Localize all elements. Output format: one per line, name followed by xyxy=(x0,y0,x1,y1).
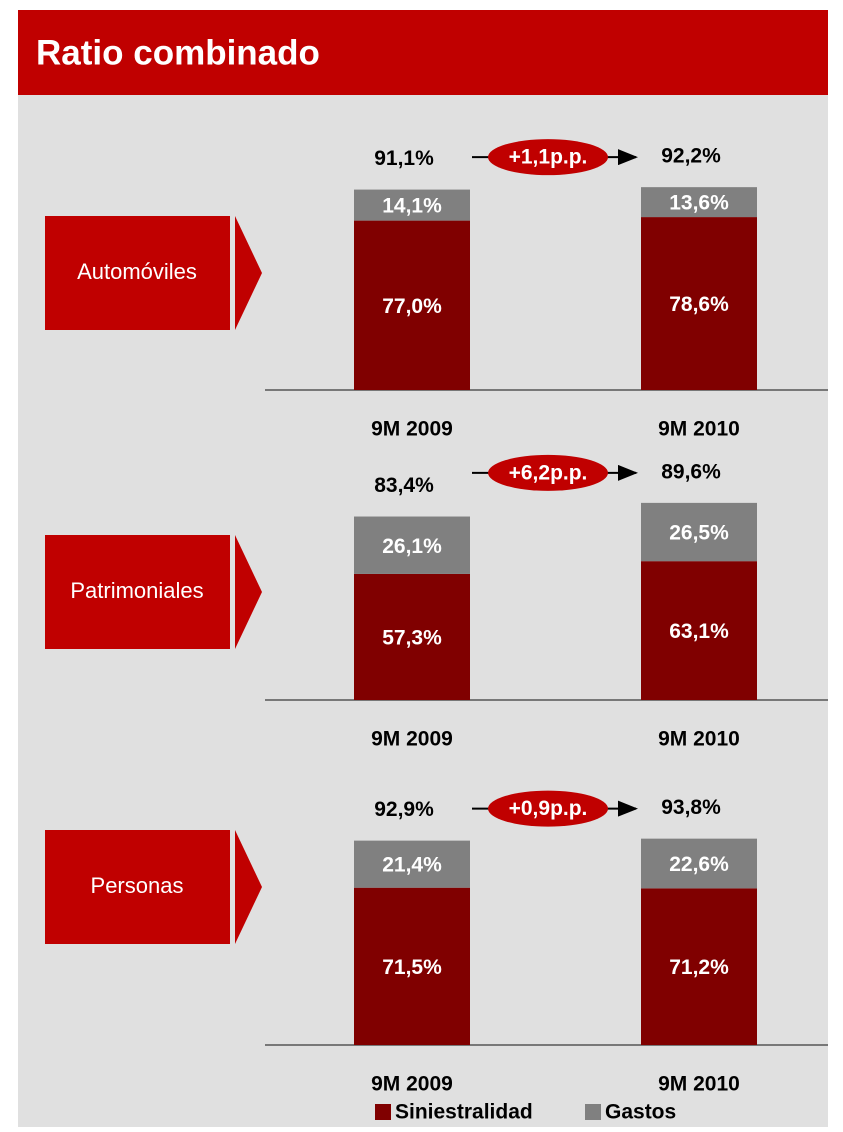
change-label: +1,1p.p. xyxy=(509,146,588,169)
bar-segment xyxy=(354,887,470,1045)
legend-label: Siniestralidad xyxy=(395,1101,533,1124)
chevron xyxy=(235,830,262,944)
chart-title: Ratio combinado xyxy=(36,33,320,72)
panel-box xyxy=(45,830,230,944)
total-label: 83,4% xyxy=(374,474,434,497)
data-label: 77,0% xyxy=(382,295,442,318)
x-tick-label: 9M 2009 xyxy=(371,728,453,751)
total-label: 91,1% xyxy=(374,147,434,170)
data-label: 71,2% xyxy=(669,956,729,979)
legend-label: Gastos xyxy=(605,1101,676,1124)
panel-label: Patrimoniales xyxy=(70,578,203,603)
bar-segment xyxy=(641,217,757,390)
total-label: 92,9% xyxy=(374,798,434,821)
x-tick-label: 9M 2010 xyxy=(658,728,740,751)
data-label: 21,4% xyxy=(382,854,442,877)
chevron xyxy=(235,216,262,330)
data-label: 26,5% xyxy=(669,522,729,545)
panel-label: Personas xyxy=(91,873,184,898)
change-badge xyxy=(488,454,608,491)
bar-segment xyxy=(354,573,470,700)
data-label: 22,6% xyxy=(669,853,729,876)
data-label: 26,1% xyxy=(382,535,442,558)
bar-segment xyxy=(354,516,470,574)
total-label: 93,8% xyxy=(661,796,721,819)
x-tick-label: 9M 2009 xyxy=(371,1073,453,1096)
x-tick-label: 9M 2010 xyxy=(658,418,740,441)
data-label: 71,5% xyxy=(382,956,442,979)
change-label: +0,9p.p. xyxy=(509,797,588,820)
data-label: 14,1% xyxy=(382,195,442,218)
bar-segment xyxy=(354,840,470,888)
data-label: 57,3% xyxy=(382,627,442,650)
panel-box xyxy=(45,216,230,330)
bar-segment xyxy=(641,187,757,218)
x-tick-label: 9M 2009 xyxy=(371,418,453,441)
bar-segment xyxy=(354,220,470,390)
change-label: +6,2p.p. xyxy=(509,461,588,484)
bar-segment xyxy=(641,888,757,1045)
bar-segment xyxy=(354,189,470,221)
x-tick-label: 9M 2010 xyxy=(658,1073,740,1096)
chevron xyxy=(235,535,262,649)
data-label: 63,1% xyxy=(669,620,729,643)
total-label: 89,6% xyxy=(661,460,721,483)
change-badge xyxy=(488,139,608,176)
bar-segment xyxy=(641,561,757,700)
bar-segment xyxy=(641,838,757,889)
change-badge xyxy=(488,790,608,827)
data-label: 78,6% xyxy=(669,293,729,316)
header xyxy=(18,10,828,95)
panel-box xyxy=(45,535,230,649)
data-label: 13,6% xyxy=(669,192,729,215)
legend-swatch xyxy=(585,1104,601,1120)
total-label: 92,2% xyxy=(661,145,721,168)
bar-segment xyxy=(641,502,757,562)
legend-swatch xyxy=(375,1104,391,1120)
panel-label: Automóviles xyxy=(77,259,197,284)
